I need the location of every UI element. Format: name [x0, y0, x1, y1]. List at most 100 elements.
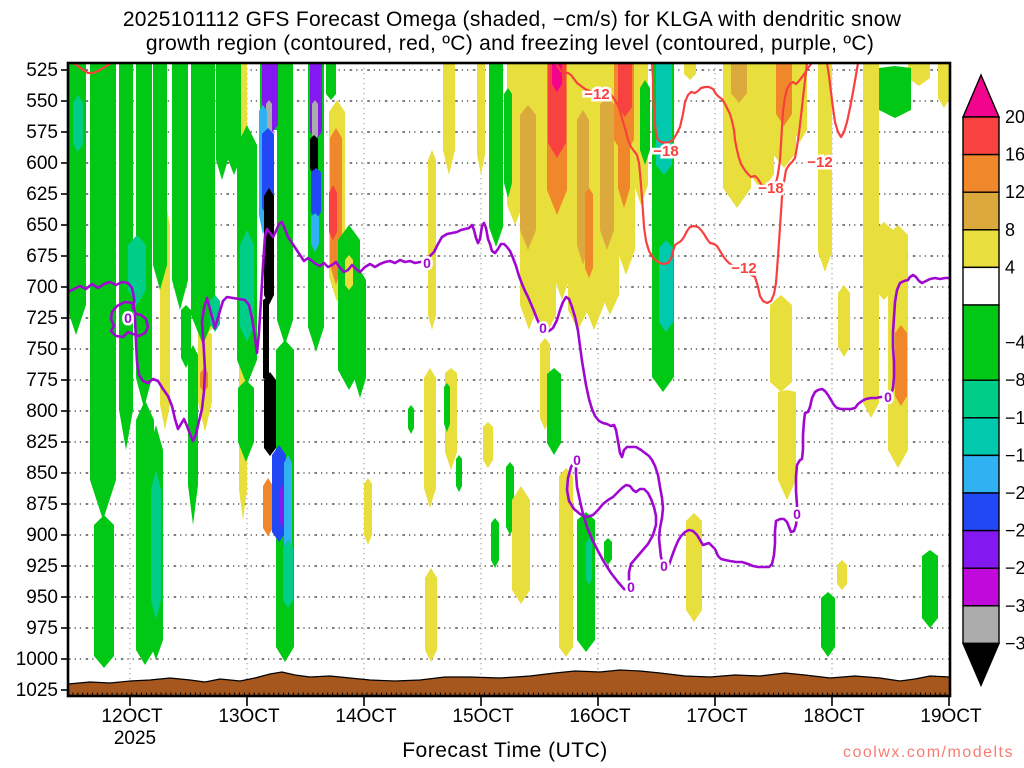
shading-streak — [600, 95, 614, 250]
shading-streak — [263, 298, 269, 380]
shading-streak — [776, 63, 792, 126]
shading-streak — [312, 100, 318, 140]
shading-streak — [238, 380, 254, 462]
shading-streak — [94, 515, 114, 668]
y-axis-tick-label: 850 — [26, 463, 58, 484]
shading-streak — [172, 63, 188, 310]
dendritic-contour-line — [825, 63, 860, 139]
colorbar-segment — [962, 454, 1000, 494]
shading-streak — [838, 285, 850, 357]
colorbar-segment — [962, 529, 1000, 569]
chart-title-line2: growth region (contoured, red, ºC) and f… — [146, 32, 874, 55]
shading-streak — [731, 63, 747, 103]
colorbar-segment — [962, 492, 1000, 532]
x-axis-tick-label: 12OCT — [101, 706, 163, 727]
dendritic-contour-line — [650, 63, 813, 190]
shading-streak — [188, 345, 198, 525]
shading-streak — [277, 63, 293, 345]
shading-streak — [585, 188, 593, 278]
shading-streak — [778, 390, 796, 500]
y-axis-tick-label: 1025 — [16, 680, 58, 701]
shading-streak — [444, 383, 450, 432]
shading-streak — [151, 470, 161, 620]
x-axis-tick-label: 13OCT — [218, 706, 280, 727]
colorbar-tick-label: −24 — [1005, 521, 1024, 541]
colorbar-tick-label: −16 — [1005, 445, 1024, 465]
colorbar-segment — [962, 116, 1000, 156]
x-axis-tick-label: 17OCT — [686, 706, 748, 727]
shading-streak — [723, 63, 751, 208]
shading-streak — [879, 66, 911, 118]
shading-streak — [512, 486, 530, 604]
shading-streak — [640, 80, 650, 165]
chart-title-line1: 2025101112 GFS Forecast Omega (shaded, −… — [123, 8, 902, 31]
shading-streak — [895, 325, 907, 406]
y-axis-tick-label: 950 — [26, 587, 58, 608]
shading-streak — [311, 213, 319, 252]
shading-streak — [684, 63, 696, 80]
shading-streak — [477, 63, 485, 175]
x-axis-tick-label: 14OCT — [335, 706, 397, 727]
shading-streak — [686, 513, 702, 622]
shading-streak — [938, 63, 950, 108]
y-axis-tick-label: 775 — [26, 370, 58, 391]
colorbar-tick-label: −8 — [1005, 370, 1024, 390]
shading-streak — [863, 63, 879, 418]
shading-streak — [818, 63, 832, 272]
freezing-level-label: 0 — [884, 389, 892, 405]
shading-streak — [443, 63, 455, 175]
shading-streak — [136, 63, 152, 408]
shading-streak — [364, 478, 372, 545]
y-axis-tick-label: 800 — [26, 401, 58, 422]
y-axis-tick-label: 925 — [26, 556, 58, 577]
shading-streak — [181, 305, 191, 368]
shading-streak — [326, 63, 336, 100]
colorbar-segment — [962, 191, 1000, 231]
freezing-level-label: 0 — [124, 310, 132, 326]
colorbar-tick-label: 12 — [1005, 182, 1024, 202]
shading-streak — [504, 88, 512, 198]
dendritic-temperature-label: −18 — [653, 143, 678, 160]
shading-streak — [425, 568, 437, 662]
shading-streak — [283, 540, 293, 608]
colorbar-tick-label: −36 — [1005, 633, 1024, 653]
y-axis-tick-label: 600 — [26, 153, 58, 174]
y-axis-tick-label: 550 — [26, 91, 58, 112]
freezing-level-closed-loop — [565, 456, 658, 592]
x-axis-tick-label: 18OCT — [803, 706, 865, 727]
shading-streak — [264, 372, 276, 456]
freezing-level-label: 0 — [539, 320, 547, 336]
y-axis-tick-label: 750 — [26, 339, 58, 360]
shading-streak — [153, 63, 167, 290]
y-axis-tick-label: 625 — [26, 184, 58, 205]
y-axis-tick-label: 525 — [26, 60, 58, 81]
shading-streak — [586, 538, 592, 585]
y-axis-tick-label: 575 — [26, 122, 58, 143]
colorbar-bottom-arrow — [961, 642, 1001, 688]
dendritic-temperature-label: −18 — [758, 180, 783, 197]
shading-streak — [483, 422, 493, 468]
shading-streak — [408, 405, 414, 434]
watermark-link[interactable]: coolwx.com/modelts — [843, 744, 1014, 761]
y-axis-tick-label: 675 — [26, 246, 58, 267]
dendritic-temperature-label: −12 — [807, 154, 832, 171]
y-axis: 525 550 575 600 625 650 675 700 725 750 775 800 825 8… — [16, 60, 68, 701]
colorbar-tick-label: 4 — [1005, 257, 1015, 277]
shading-streak — [770, 295, 792, 392]
y-axis-tick-label: 975 — [26, 618, 58, 639]
freezing-level-main-line — [68, 220, 950, 570]
shading-streak — [329, 185, 337, 240]
shading-streak — [659, 240, 673, 332]
shading-streak — [456, 455, 462, 492]
shading-streak — [310, 135, 318, 175]
shading-streak — [311, 168, 321, 220]
y-axis-tick-label: 1000 — [16, 649, 58, 670]
y-axis-tick-label: 825 — [26, 432, 58, 453]
colorbar-segment — [962, 567, 1000, 607]
shading-streak — [618, 140, 630, 208]
shading-streak — [489, 63, 503, 247]
shading-streak — [491, 518, 499, 568]
freezing-level-label: 0 — [573, 452, 581, 468]
